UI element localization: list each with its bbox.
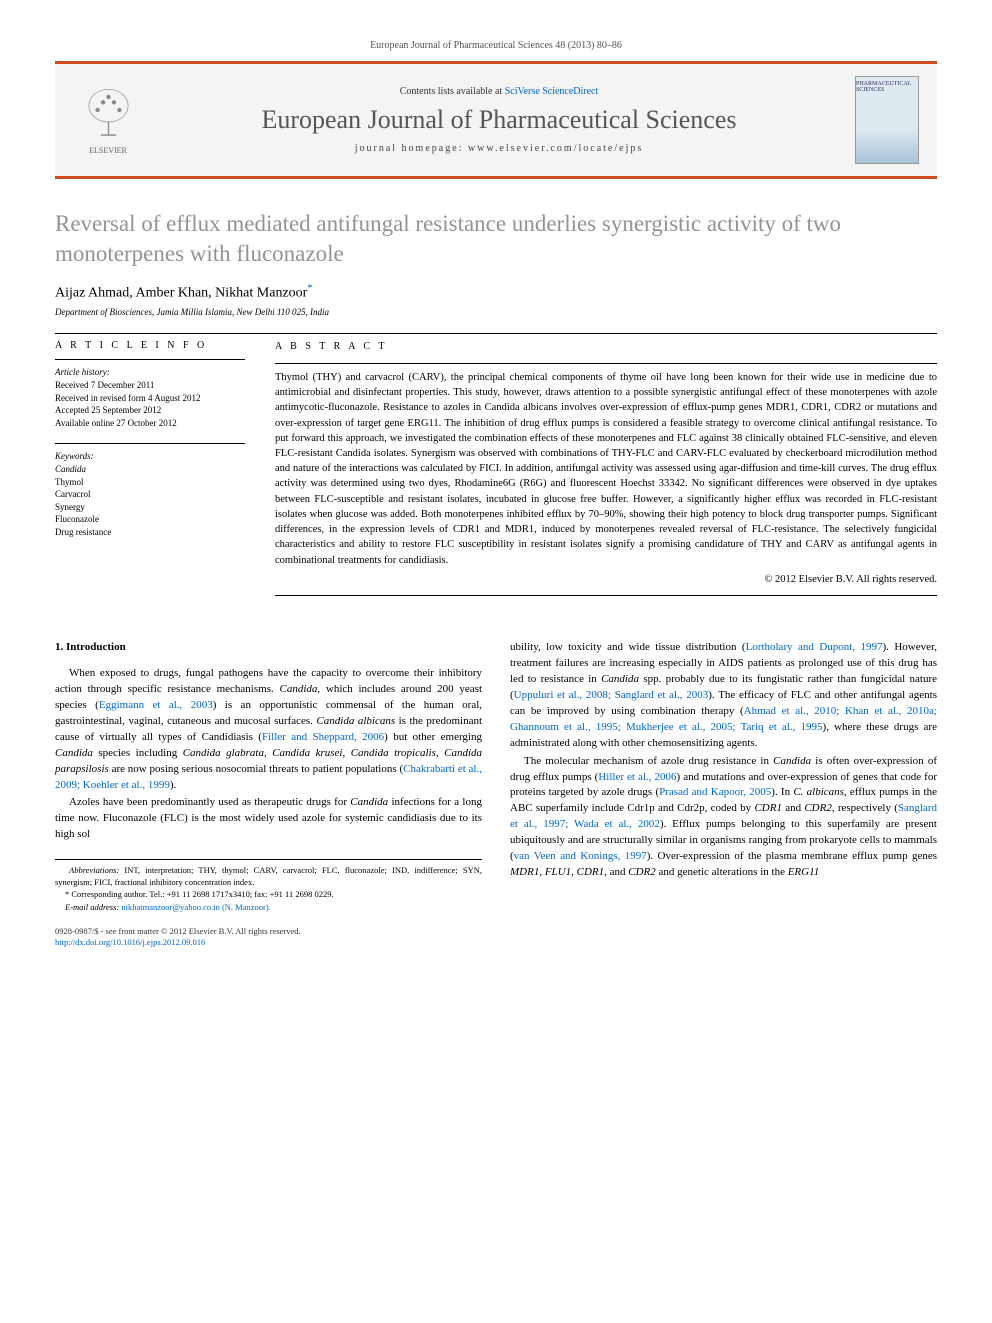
page-footer: 0928-0987/$ - see front matter © 2012 El… (55, 926, 937, 948)
sciencedirect-link[interactable]: SciVerse ScienceDirect (505, 86, 599, 97)
corresponding-marker: * (307, 283, 312, 294)
body-paragraph: ubility, low toxicity and wide tissue di… (510, 640, 937, 752)
history-item: Received 7 December 2011 (55, 379, 245, 392)
left-column: 1. Introduction When exposed to drugs, f… (55, 640, 482, 914)
article-info-head: A R T I C L E I N F O (55, 340, 245, 351)
copyright-line: © 2012 Elsevier B.V. All rights reserved… (275, 572, 937, 587)
journal-header-box: ELSEVIER Contents lists available at Sci… (55, 61, 937, 179)
footnotes-block: Abbreviations: INT, interpretation; THY,… (55, 859, 482, 913)
keyword: Synergy (55, 501, 245, 514)
journal-name: European Journal of Pharmaceutical Scien… (163, 105, 835, 135)
corr-marker-link[interactable]: * (307, 283, 312, 294)
authors-text: Aijaz Ahmad, Amber Khan, Nikhat Manzoor (55, 285, 307, 300)
body-paragraph: The molecular mechanism of azole drug re… (510, 754, 937, 882)
abstract-text: Thymol (THY) and carvacrol (CARV), the p… (275, 370, 937, 568)
abstract-head: A B S T R A C T (275, 340, 937, 355)
history-item: Available online 27 October 2012 (55, 417, 245, 430)
abbr-text: INT, interpretation; THY, thymol; CARV, … (55, 865, 482, 886)
article-info-block: A R T I C L E I N F O Article history: R… (55, 340, 245, 602)
citation-link[interactable]: Filler and Sheppard, 2006 (262, 731, 384, 743)
keyword: Carvacrol (55, 488, 245, 501)
citation-link[interactable]: Prasad and Kapoor, 2005 (659, 786, 771, 798)
history-item: Accepted 25 September 2012 (55, 404, 245, 417)
keyword: Candida (55, 463, 245, 476)
affiliation: Department of Biosciences, Jamia Millia … (55, 307, 937, 317)
homepage-prefix: journal homepage: (355, 143, 468, 154)
history-head: Article history: (55, 366, 245, 379)
elsevier-logo: ELSEVIER (73, 78, 143, 163)
citation-link[interactable]: Hiller et al., 2006 (598, 771, 676, 783)
elsevier-tree-icon (81, 86, 136, 146)
article-title: Reversal of efflux mediated antifungal r… (55, 209, 937, 269)
keywords-head: Keywords: (55, 450, 245, 463)
doi-link[interactable]: http://dx.doi.org/10.1016/j.ejps.2012.09… (55, 937, 301, 948)
publisher-name: ELSEVIER (89, 146, 127, 155)
citation-link[interactable]: van Veen and Konings, 1997 (514, 850, 647, 862)
horizontal-rule (55, 333, 937, 334)
body-paragraph: Azoles have been predominantly used as t… (55, 795, 482, 843)
cover-label: PHARMACEUTICAL SCIENCES (856, 81, 918, 93)
homepage-url[interactable]: www.elsevier.com/locate/ejps (468, 143, 643, 154)
running-header: European Journal of Pharmaceutical Scien… (55, 40, 937, 51)
front-matter-line: 0928-0987/$ - see front matter © 2012 El… (55, 926, 301, 937)
section-1-head: 1. Introduction (55, 640, 482, 656)
keyword: Fluconazole (55, 513, 245, 526)
keyword: Drug resistance (55, 526, 245, 539)
citation-link[interactable]: Uppuluri et al., 2008; Sanglard et al., … (514, 689, 709, 701)
history-item: Received in revised form 4 August 2012 (55, 392, 245, 405)
email-link[interactable]: nikhatmanzoor@yahoo.co.in (N. Manzoor). (119, 902, 271, 912)
right-column: ubility, low toxicity and wide tissue di… (510, 640, 937, 914)
abbr-head: Abbreviations: (69, 865, 119, 875)
contents-line: Contents lists available at SciVerse Sci… (163, 86, 835, 97)
author-list: Aijaz Ahmad, Amber Khan, Nikhat Manzoor* (55, 283, 937, 302)
keyword: Thymol (55, 476, 245, 489)
email-head: E-mail address: (65, 902, 119, 912)
contents-prefix: Contents lists available at (400, 86, 505, 97)
abstract-block: A B S T R A C T Thymol (THY) and carvacr… (275, 340, 937, 602)
journal-cover-thumb: PHARMACEUTICAL SCIENCES (855, 76, 919, 164)
body-paragraph: When exposed to drugs, fungal pathogens … (55, 666, 482, 794)
citation-link[interactable]: Lortholary and Dupont, 1997 (746, 641, 883, 653)
citation-link[interactable]: Eggimann et al., 2003 (99, 699, 213, 711)
homepage-line: journal homepage: www.elsevier.com/locat… (163, 143, 835, 154)
corresponding-author: * Corresponding author. Tel.: +91 11 269… (55, 889, 482, 900)
